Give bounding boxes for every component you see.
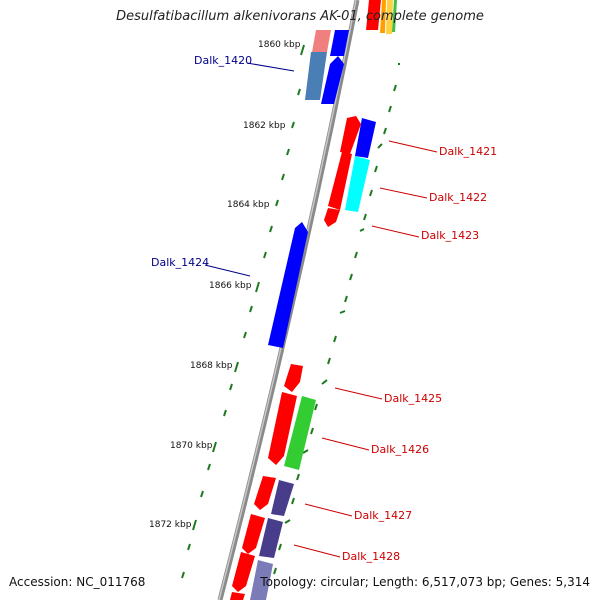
gene-dalk-1422	[328, 152, 352, 210]
scale-label-1868: 1868 kbp	[190, 361, 233, 371]
gene-label-dalk-1425: Dalk_1425	[384, 392, 442, 405]
top-edge-features	[366, 0, 397, 34]
scale-labels: 1860 kbp 1862 kbp 1864 kbp 1866 kbp 1868…	[149, 40, 301, 530]
gene-dalk-1421-fwd	[355, 118, 376, 158]
scale-label-1860: 1860 kbp	[258, 40, 301, 50]
scale-label-1866: 1866 kbp	[209, 281, 252, 291]
gene-bottom-1	[232, 552, 255, 592]
scale-label-1864: 1864 kbp	[227, 200, 270, 210]
map-title: Desulfatibacillum alkenivorans AK-01, co…	[116, 9, 484, 24]
gene-dalk-1427-fwd	[271, 480, 294, 516]
gene-forward-top	[330, 30, 349, 56]
gene-dalk-1421	[340, 116, 361, 154]
gene-label-dalk-1428: Dalk_1428	[342, 550, 400, 563]
scale-label-1870: 1870 kbp	[170, 441, 213, 451]
accession-text: Accession: NC_011768	[9, 575, 146, 589]
gene-dalk-1425	[284, 364, 303, 392]
gene-dalk-1422-fwd	[345, 156, 370, 212]
gene-dalk-1428	[242, 514, 265, 554]
gene-dalk-1427	[254, 476, 276, 510]
scale-label-1872: 1872 kbp	[149, 520, 192, 530]
gene-forward-1420b	[321, 56, 344, 104]
outer-tick-ruler	[273, 63, 400, 575]
gene-dalk-1424	[268, 222, 308, 348]
gene-labels: Dalk_1420 Dalk_1421 Dalk_1422 Dalk_1423 …	[151, 54, 497, 563]
gene-label-dalk-1421: Dalk_1421	[439, 145, 497, 158]
scale-label-1862: 1862 kbp	[243, 121, 286, 131]
gene-dalk-1426	[268, 392, 297, 465]
gene-label-dalk-1423: Dalk_1423	[421, 229, 479, 242]
gene-dalk-1420-pink	[312, 30, 331, 52]
genome-summary-text: Topology: circular; Length: 6,517,073 bp…	[260, 575, 590, 589]
leader-lines	[204, 62, 438, 558]
inner-tick-ruler	[181, 44, 305, 579]
gene-bottom-2	[250, 560, 273, 600]
gene-dalk-1420-steel	[305, 52, 327, 100]
gene-label-dalk-1427: Dalk_1427	[354, 509, 412, 522]
gene-label-dalk-1426: Dalk_1426	[371, 443, 429, 456]
gene-features	[230, 30, 376, 600]
gene-label-dalk-1424: Dalk_1424	[151, 256, 209, 269]
gene-dalk-1423	[324, 208, 340, 227]
gene-bottom-3	[230, 592, 245, 600]
gene-label-dalk-1422: Dalk_1422	[429, 191, 487, 204]
gene-dalk-1426-fwd	[284, 396, 316, 470]
gene-dalk-1428-fwd	[259, 518, 283, 558]
gene-label-dalk-1420: Dalk_1420	[194, 54, 252, 67]
